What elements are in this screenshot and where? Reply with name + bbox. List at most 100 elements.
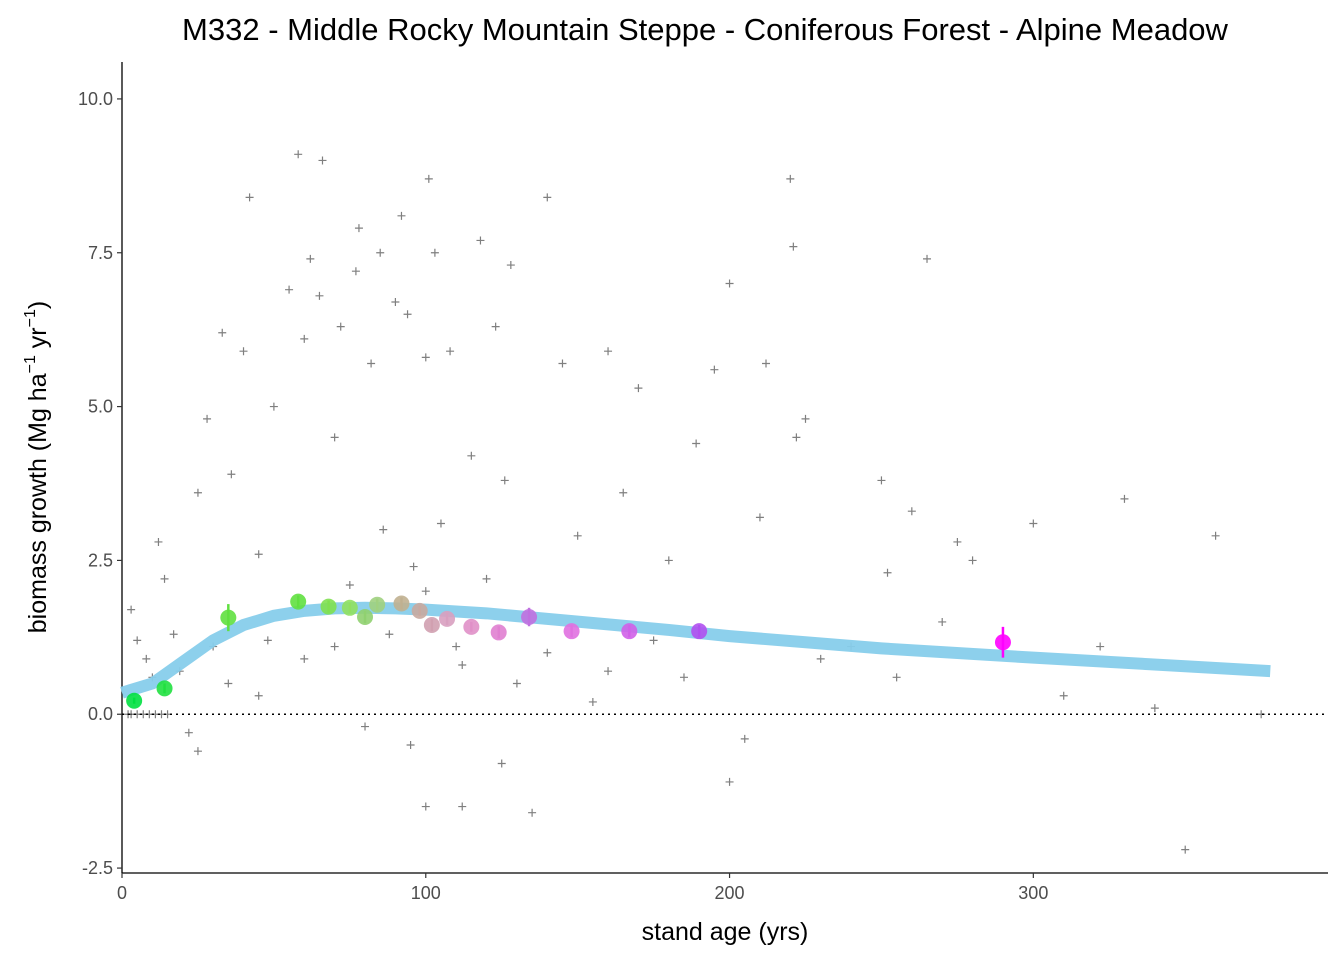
scatter-point (1096, 642, 1105, 651)
scatter-point (923, 254, 932, 263)
mean-point (691, 623, 708, 640)
mean-point (393, 595, 410, 612)
chart-title: M332 - Middle Rocky Mountain Steppe - Co… (182, 12, 1228, 47)
scatter-point (245, 193, 254, 202)
scatter-point (1211, 531, 1220, 540)
scatter-point (482, 574, 491, 583)
scatter-point (224, 679, 233, 688)
mean-point (994, 634, 1011, 651)
x-tick-label: 300 (1018, 883, 1048, 903)
scatter-point (500, 476, 509, 485)
y-axis-title-part: biomass growth (Mg ha (24, 373, 52, 633)
scatter-point (269, 402, 278, 411)
scatter-point (588, 697, 597, 706)
scatter-point (406, 741, 415, 750)
mean-point (220, 609, 237, 626)
mean-point (320, 598, 337, 615)
scatter-point (351, 267, 360, 276)
scatter-point (604, 347, 613, 356)
scatter-point (1181, 845, 1190, 854)
scatter-point (506, 261, 515, 270)
scatter-point (877, 476, 886, 485)
scatter-point (227, 470, 236, 479)
scatter-point (330, 433, 339, 442)
scatter-point (193, 747, 202, 756)
mean-point (463, 618, 480, 635)
scatter-point (354, 224, 363, 233)
mean-point (156, 680, 173, 697)
mean-point (490, 624, 507, 641)
scatter-point (786, 174, 795, 183)
scatter-point (263, 636, 272, 645)
mean-point (290, 593, 307, 610)
scatter-point (385, 630, 394, 639)
scatter-point (184, 728, 193, 737)
scatter-point (1257, 710, 1266, 719)
y-tick-label: 0.0 (88, 704, 113, 724)
y-axis-title-sup: −1 (22, 355, 39, 373)
scatter-point (397, 211, 406, 220)
scatter-point (467, 451, 476, 460)
scatter-point (938, 617, 947, 626)
mean-point (621, 623, 638, 640)
scatter-point (409, 562, 418, 571)
scatter-point (512, 679, 521, 688)
scatter-point (458, 802, 467, 811)
scatter-point (619, 488, 628, 497)
scatter-point (436, 519, 445, 528)
y-tick-label: 5.0 (88, 397, 113, 417)
scatter-point (294, 150, 303, 159)
mean-point (439, 610, 456, 627)
mean-point (341, 599, 358, 616)
y-axis-title-part: yr (24, 327, 52, 355)
scatter-point (203, 414, 212, 423)
scatter-point (133, 636, 142, 645)
scatter-point (446, 347, 455, 356)
scatter-point (318, 156, 327, 165)
y-tick-label: 7.5 (88, 243, 113, 263)
scatter-point (403, 310, 412, 319)
scatter-point (254, 550, 263, 559)
scatter-point (491, 322, 500, 331)
scatter-point (300, 654, 309, 663)
scatter-point (679, 673, 688, 682)
mean-point (411, 602, 428, 619)
x-tick-label: 200 (715, 883, 745, 903)
scatter-point (649, 636, 658, 645)
scatter-point (379, 525, 388, 534)
scatter-point (452, 642, 461, 651)
y-axis-title: biomass growth (Mg ha−1 yr−1) (22, 301, 52, 633)
scatter-point (315, 291, 324, 300)
scatter-point (193, 488, 202, 497)
scatter-point (306, 254, 315, 263)
scatter-point (421, 587, 430, 596)
scatter-point (285, 285, 294, 294)
scatter-point (430, 248, 439, 257)
scatter-point (376, 248, 385, 257)
scatter-point (528, 808, 537, 817)
scatter-point (127, 605, 136, 614)
fit-curve (120, 601, 1271, 699)
scatter-point (543, 648, 552, 657)
scatter-point (345, 581, 354, 590)
mean-point (369, 596, 386, 613)
scatter-point (892, 673, 901, 682)
y-tick-label: -2.5 (82, 858, 113, 878)
scatter-point (169, 630, 178, 639)
scatter-point (218, 328, 227, 337)
scatter-point (801, 414, 810, 423)
scatter-point (710, 365, 719, 374)
scatter-point (907, 507, 916, 516)
scatter-point (163, 710, 172, 719)
mean-point (126, 692, 143, 709)
y-axis-title-part: ) (24, 301, 52, 309)
scatter-point (1150, 704, 1159, 713)
scatter-point (421, 802, 430, 811)
y-tick-label: 2.5 (88, 550, 113, 570)
scatter-point (330, 642, 339, 651)
scatter-point (1120, 494, 1129, 503)
scatter-point (543, 193, 552, 202)
scatter-point (1059, 691, 1068, 700)
